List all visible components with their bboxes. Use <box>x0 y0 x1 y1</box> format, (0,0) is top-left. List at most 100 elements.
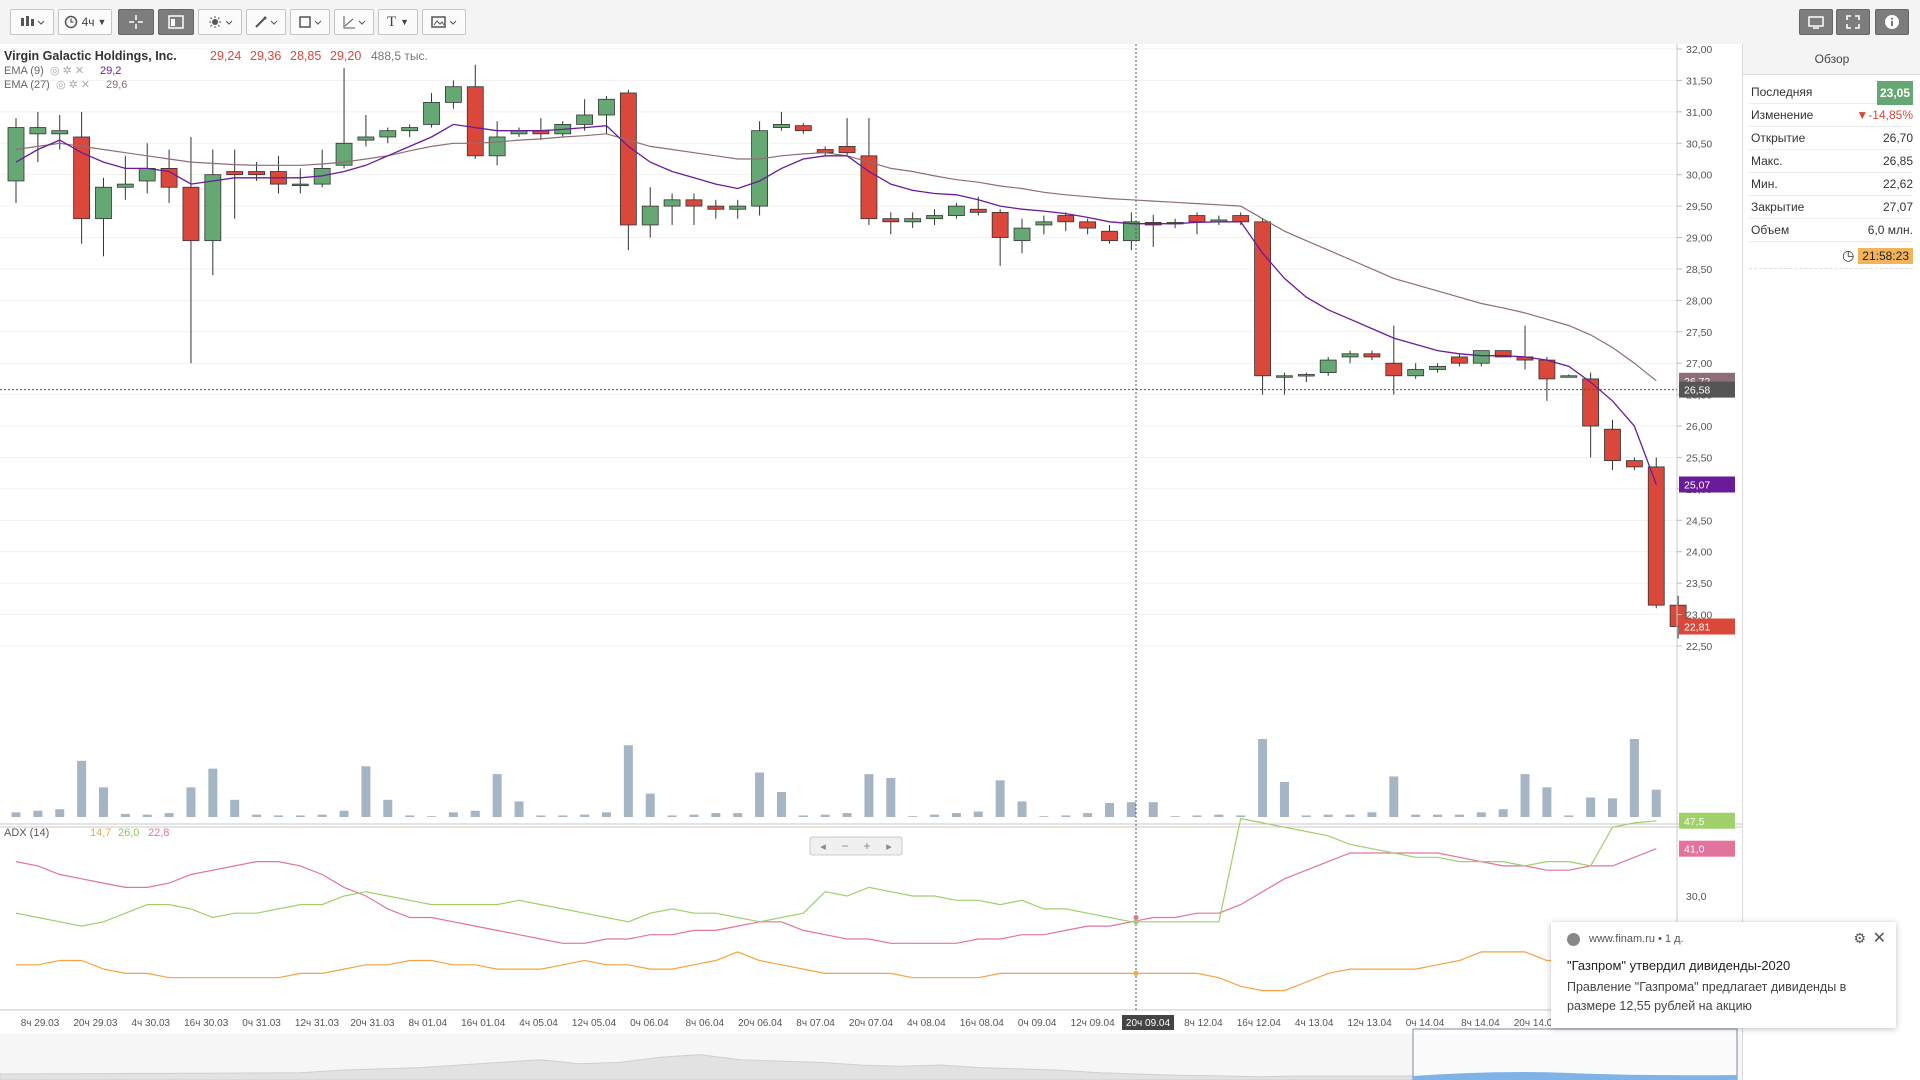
price-tick-label: 22,50 <box>1686 641 1712 653</box>
zoom-in-button[interactable]: + <box>863 839 870 853</box>
crosshair-price-tag <box>1679 381 1735 398</box>
volume-bar <box>755 772 765 817</box>
volume-bar <box>689 814 699 817</box>
fullscreen-button[interactable] <box>1836 9 1870 35</box>
price-tick-label: 29,50 <box>1686 201 1712 213</box>
indicators-button[interactable] <box>198 9 242 35</box>
scroll-left-button[interactable]: ◂ <box>820 841 826 853</box>
close-icon[interactable]: ✕ <box>1872 930 1886 947</box>
screen-button[interactable] <box>1799 9 1833 35</box>
window-icon <box>168 15 184 29</box>
fullscreen-icon <box>1846 15 1860 29</box>
sun-icon <box>209 16 233 28</box>
candle-body <box>1319 359 1337 374</box>
notification-title: "Газпром" утвердил дивиденды-2020 <box>1567 958 1791 973</box>
image-icon <box>431 16 457 28</box>
candle-body <box>138 168 156 182</box>
time-tick-label: 20ч 14.04 <box>1514 1018 1559 1029</box>
draw-line-button[interactable] <box>246 9 286 35</box>
scroll-right-button[interactable]: ▸ <box>886 841 892 853</box>
volume-bar <box>601 812 611 817</box>
candle-body <box>1297 374 1315 377</box>
server-clock: 21:58:23 <box>1858 248 1913 264</box>
candle-body <box>1385 362 1403 377</box>
navigator-window[interactable] <box>1412 1028 1738 1080</box>
price-tick-label: 30,00 <box>1686 170 1712 182</box>
main-chart[interactable]: 32,00 31,50 31,00 30,50 30,00 29,50 29,00 28,50… <box>0 44 1742 1080</box>
volume-bar <box>1389 776 1399 817</box>
candle-body <box>488 136 506 157</box>
volume-bar <box>776 792 786 817</box>
interval-button[interactable]: 4ч ▼ <box>58 9 112 35</box>
last-price-badge: 23,05 <box>1876 81 1913 105</box>
crosshair-price-tag-label: 26,58 <box>1684 385 1710 397</box>
text-icon: T <box>386 13 397 30</box>
legend-volume: 488,5 тыс. <box>371 49 428 63</box>
chart-type-button[interactable] <box>10 9 54 35</box>
candle-body <box>685 199 703 207</box>
volume-bar <box>1498 809 1508 817</box>
square-icon <box>299 16 322 28</box>
candle-body <box>7 127 25 182</box>
instrument-name: Virgin Galactic Holdings, Inc. <box>4 49 177 63</box>
adx-pink-tag-label: 41,0 <box>1684 844 1705 856</box>
volume-bar <box>273 815 283 817</box>
zoom-out-button[interactable]: − <box>841 839 848 853</box>
candle-body <box>576 114 594 125</box>
adx-legend-v1: 14,7 <box>90 827 111 839</box>
ema9-legend-value: 29,2 <box>100 65 121 77</box>
volume-bar <box>951 813 961 817</box>
candle-body <box>751 130 768 207</box>
volume-bar <box>580 814 590 817</box>
candle-body <box>1122 221 1140 242</box>
volume-bar <box>1520 774 1530 817</box>
time-tick-label: 16ч 12.04 <box>1237 1018 1282 1029</box>
overview-toggle-button[interactable] <box>158 9 194 35</box>
volume-bar <box>1236 815 1246 817</box>
crosshair-button[interactable] <box>118 9 154 35</box>
candle-body <box>1560 375 1578 378</box>
change-value: ▼-14,85% <box>1856 108 1913 122</box>
volume-bar <box>230 799 240 817</box>
text-tool-button[interactable]: T ▼ <box>378 9 418 35</box>
candle-body <box>991 211 1009 238</box>
candle-body <box>291 183 309 187</box>
info-button[interactable] <box>1875 9 1909 35</box>
volume-bar <box>405 815 415 817</box>
candle-body <box>73 136 91 220</box>
overview-clock-row: ◷ 21:58:23 <box>1749 242 1913 269</box>
fibonacci-icon <box>343 16 366 29</box>
volume-bar <box>361 766 371 817</box>
volume-bar <box>1651 789 1661 817</box>
ema9-settings-icon[interactable]: ◎ ✲ ✕ <box>50 65 84 77</box>
volume-bar <box>820 814 830 817</box>
candle-body <box>598 98 615 116</box>
candle-body <box>641 205 659 226</box>
time-axis-highlight <box>1122 1015 1174 1030</box>
adx-line <box>15 848 1657 944</box>
candle-body <box>116 183 134 188</box>
legend-open: 29,24 <box>210 49 241 63</box>
ema27-settings-icon[interactable]: ◎ ✲ ✕ <box>56 79 90 91</box>
pencil-icon <box>255 16 278 28</box>
shapes-button[interactable] <box>290 9 330 35</box>
browser-notification[interactable]: www.finam.ru • 1 д. ⚙ ✕ "Газпром" утверд… <box>1551 922 1896 1028</box>
candle-body <box>860 155 878 220</box>
last-price-tag-label: 22,81 <box>1684 622 1710 634</box>
volume-bar <box>1586 797 1596 817</box>
volume-bar <box>120 813 130 817</box>
clock-icon <box>64 15 77 29</box>
time-tick-label: 8ч 07.04 <box>796 1018 835 1029</box>
candle-body <box>1494 350 1512 358</box>
candle-body <box>794 125 812 132</box>
ema9-price-tag <box>1679 476 1735 493</box>
candle-body <box>969 208 987 213</box>
time-tick-label: 8ч 12.04 <box>1184 1018 1223 1029</box>
volume-bar <box>1214 814 1224 817</box>
volume-bar <box>536 815 546 817</box>
fibonacci-button[interactable] <box>334 9 374 35</box>
gear-icon[interactable]: ⚙ <box>1853 930 1866 946</box>
price-tick-label: 27,50 <box>1686 327 1712 339</box>
image-button[interactable] <box>422 9 466 35</box>
ema9-price-tag-label: 25,07 <box>1684 479 1710 491</box>
